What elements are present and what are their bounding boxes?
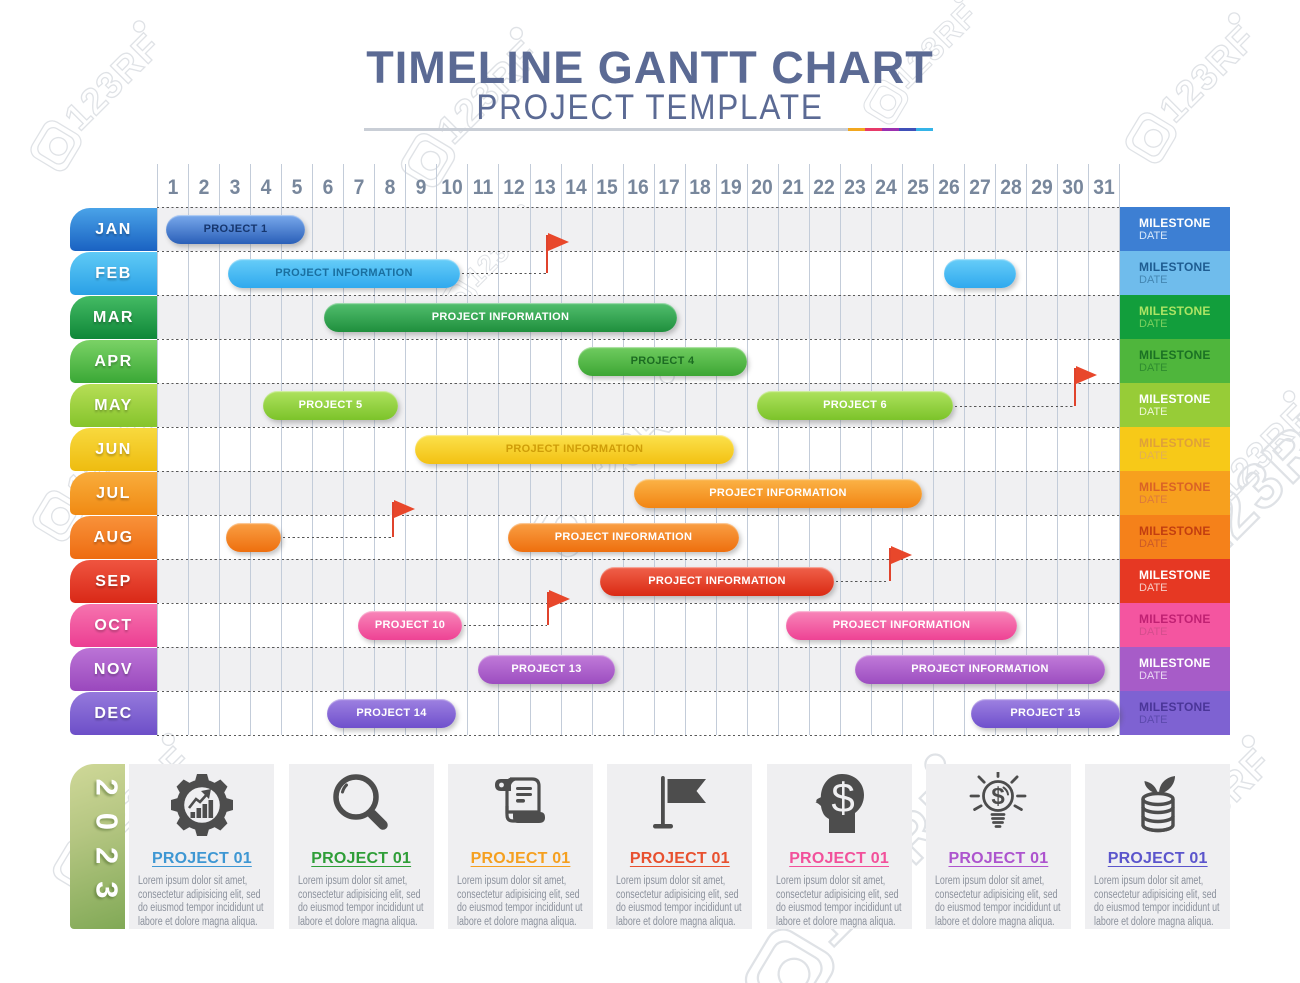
svg-text:$: $ <box>992 783 1006 810</box>
svg-text:$: $ <box>831 774 854 821</box>
